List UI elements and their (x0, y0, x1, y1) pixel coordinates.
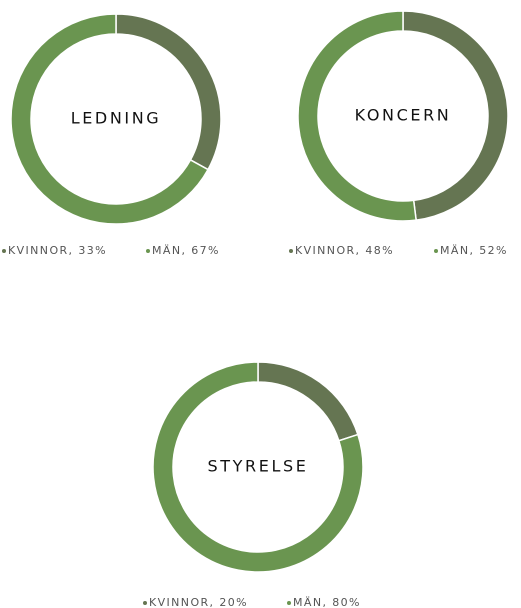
donut-segment (10, 13, 210, 225)
legend-label: KVINNOR, 20% (149, 596, 248, 608)
legend-dot (2, 249, 6, 253)
legend-label: MÄN, 52% (440, 244, 508, 257)
legend-label: MÄN, 67% (152, 244, 220, 257)
donut-segment (297, 10, 417, 222)
legend-dot (146, 249, 150, 253)
donut-segment (115, 13, 222, 171)
legend-dot (287, 601, 291, 605)
donut-title: STYRELSE (208, 457, 309, 476)
donut-title: KONCERN (355, 106, 452, 125)
legend-label: MÄN, 80% (293, 596, 361, 608)
legend-label: KVINNOR, 48% (295, 244, 394, 257)
legend-dot (143, 601, 147, 605)
legend-dot (289, 249, 293, 253)
legend-dot (434, 249, 438, 253)
donut-title: LEDNING (71, 109, 162, 128)
donut-segment (152, 361, 364, 573)
donut-segment (257, 361, 359, 442)
legend-label: KVINNOR, 33% (8, 244, 107, 257)
